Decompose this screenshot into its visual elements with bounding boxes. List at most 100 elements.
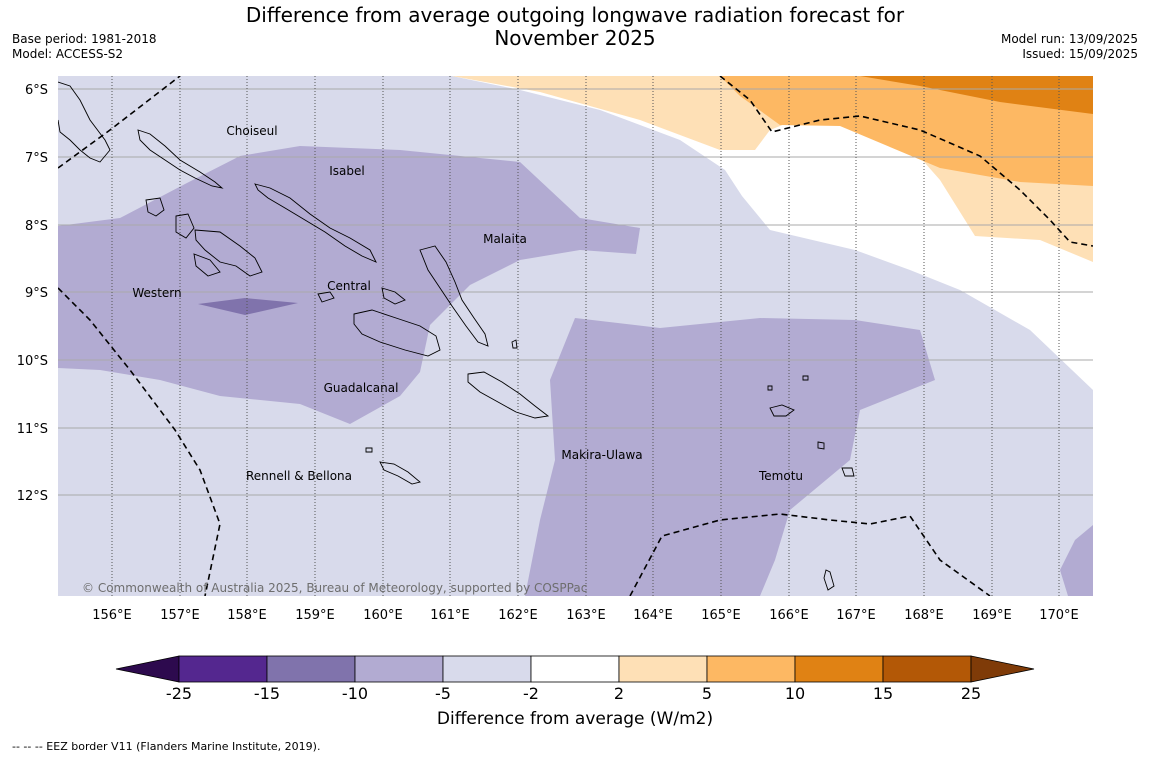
island-ndeni — [769, 404, 795, 417]
title-line-2: November 2025 — [494, 26, 656, 50]
colorbar-segment-n10-5 — [354, 655, 444, 683]
island-choiseul — [137, 129, 224, 189]
label-malaita: Malaita — [483, 232, 527, 246]
islands — [58, 81, 855, 591]
island-ulawa — [511, 339, 518, 349]
cbar-tick-n5: -5 — [435, 684, 451, 703]
eez-borders — [58, 76, 1093, 596]
lon-tick-163e: 163°E — [566, 608, 606, 623]
lat-tick-7s: 7°S — [25, 151, 48, 166]
island-rennell — [379, 461, 421, 485]
colorbar-segment-n25-15 — [178, 655, 268, 683]
field-n10-5-west — [58, 146, 640, 424]
model-name: Model: ACCESS-S2 — [12, 47, 124, 61]
lon-tick-167e: 167°E — [836, 608, 876, 623]
island-ngella — [317, 291, 335, 303]
field-n10-5-east — [525, 318, 935, 596]
island-newgeorgia-2 — [194, 229, 263, 277]
field-p10-15 — [860, 76, 1093, 114]
model-run: Model run: 13/09/2025 — [1000, 32, 1138, 46]
colorbar-extend-low — [115, 655, 180, 683]
cbar-tick-n15: -15 — [254, 684, 280, 703]
map-canvas: Choiseul Isabel Malaita Western Central … — [17, 76, 1093, 623]
title-line-1: Difference from average outgoing longwav… — [245, 3, 905, 27]
lat-tick-10s: 10°S — [17, 354, 48, 369]
field-p5-10 — [720, 76, 1093, 186]
cbar-tick-n25: -25 — [166, 684, 192, 703]
lat-tick-labels: 6°S 7°S 8°S 9°S 10°S 11°S 12°S — [17, 83, 48, 504]
lon-tick-162e: 162°E — [498, 608, 538, 623]
field-n15-10 — [198, 298, 298, 315]
lon-tick-160e: 160°E — [363, 608, 403, 623]
lon-tick-166e: 166°E — [769, 608, 809, 623]
island-utupua — [817, 441, 825, 450]
label-guadalcanal: Guadalcanal — [324, 381, 399, 395]
colorbar-segment-p15-25 — [882, 655, 972, 683]
lon-tick-156e: 156°E — [92, 608, 132, 623]
colorbar-segment-n15-10 — [266, 655, 356, 683]
cbar-tick-n10: -10 — [342, 684, 368, 703]
meta-left: Base period: 1981-2018 Model: ACCESS-S2 — [12, 32, 157, 62]
lon-tick-161e: 161°E — [430, 608, 470, 623]
label-rennell-bellona: Rennell & Bellona — [246, 469, 352, 483]
cbar-tick-p15: 15 — [873, 684, 893, 703]
base-period: Base period: 1981-2018 — [12, 32, 157, 46]
label-isabel: Isabel — [329, 164, 364, 178]
label-central: Central — [327, 279, 371, 293]
cbar-tick-p5: 5 — [702, 684, 712, 703]
map-title: Difference from average outgoing longwav… — [200, 4, 950, 50]
lon-tick-165e: 165°E — [701, 608, 741, 623]
meta-right: Model run: 13/09/2025 Issued: 15/09/2025 — [1001, 32, 1138, 62]
lon-tick-labels: 156°E 157°E 158°E 159°E 160°E 161°E 162°… — [92, 608, 1079, 623]
label-temotu: Temotu — [758, 469, 803, 483]
lon-tick-169e: 169°E — [972, 608, 1012, 623]
copyright-notice: © Commonwealth of Australia 2025, Bureau… — [82, 581, 587, 595]
island-bougainville — [58, 81, 111, 163]
island-guadalcanal — [353, 309, 441, 357]
colorbar-ticks: -25 -15 -10 -5 -2 2 5 10 15 25 — [166, 684, 981, 703]
colorbar-segments — [115, 655, 1035, 683]
colorbar-extend-high — [970, 655, 1035, 683]
colorbar-segment-n2-2 — [530, 655, 620, 683]
island-makira — [467, 371, 550, 419]
cbar-tick-p2: 2 — [614, 684, 624, 703]
label-western: Western — [132, 286, 181, 300]
colorbar-segment-n5-2 — [442, 655, 532, 683]
cbar-tick-p25: 25 — [961, 684, 981, 703]
cbar-tick-p10: 10 — [785, 684, 805, 703]
island-vanikoro — [841, 467, 855, 477]
lat-tick-12s: 12°S — [17, 489, 48, 504]
label-choiseul: Choiseul — [226, 124, 277, 138]
colorbar-segment-p5-10 — [706, 655, 796, 683]
colorbar-segment-p2-5 — [618, 655, 708, 683]
colorbar-segment-p10-15 — [794, 655, 884, 683]
issued-date: Issued: 15/09/2025 — [1022, 47, 1138, 61]
island-malaita — [419, 245, 489, 347]
lon-tick-157e: 157°E — [160, 608, 200, 623]
lat-gridlines — [58, 88, 1093, 496]
map-plot-area — [58, 76, 1093, 596]
island-vellalavella — [145, 197, 165, 217]
lat-tick-9s: 9°S — [25, 286, 48, 301]
field-n10-5-corner — [1060, 525, 1093, 596]
cbar-tick-n2: -2 — [523, 684, 539, 703]
island-duff — [802, 375, 809, 381]
eez-footnote: -- -- -- EEZ border V11 (Flanders Marine… — [12, 740, 321, 753]
island-anuta — [823, 569, 835, 591]
island-rendova — [193, 253, 221, 277]
lon-tick-159e: 159°E — [295, 608, 335, 623]
island-savo — [381, 287, 406, 305]
lon-tick-164e: 164°E — [633, 608, 673, 623]
lat-tick-11s: 11°S — [17, 422, 48, 437]
lon-tick-168e: 168°E — [904, 608, 944, 623]
island-bellona — [365, 447, 373, 453]
lon-tick-158e: 158°E — [227, 608, 267, 623]
island-isabel — [254, 183, 377, 263]
lon-tick-170e: 170°E — [1039, 608, 1079, 623]
colorbar-label: Difference from average (W/m2) — [436, 709, 714, 729]
island-newgeorgia — [175, 213, 195, 239]
lat-tick-6s: 6°S — [25, 83, 48, 98]
lat-tick-8s: 8°S — [25, 219, 48, 234]
island-reef — [767, 385, 773, 391]
label-makira-ulawa: Makira-Ulawa — [561, 448, 642, 462]
